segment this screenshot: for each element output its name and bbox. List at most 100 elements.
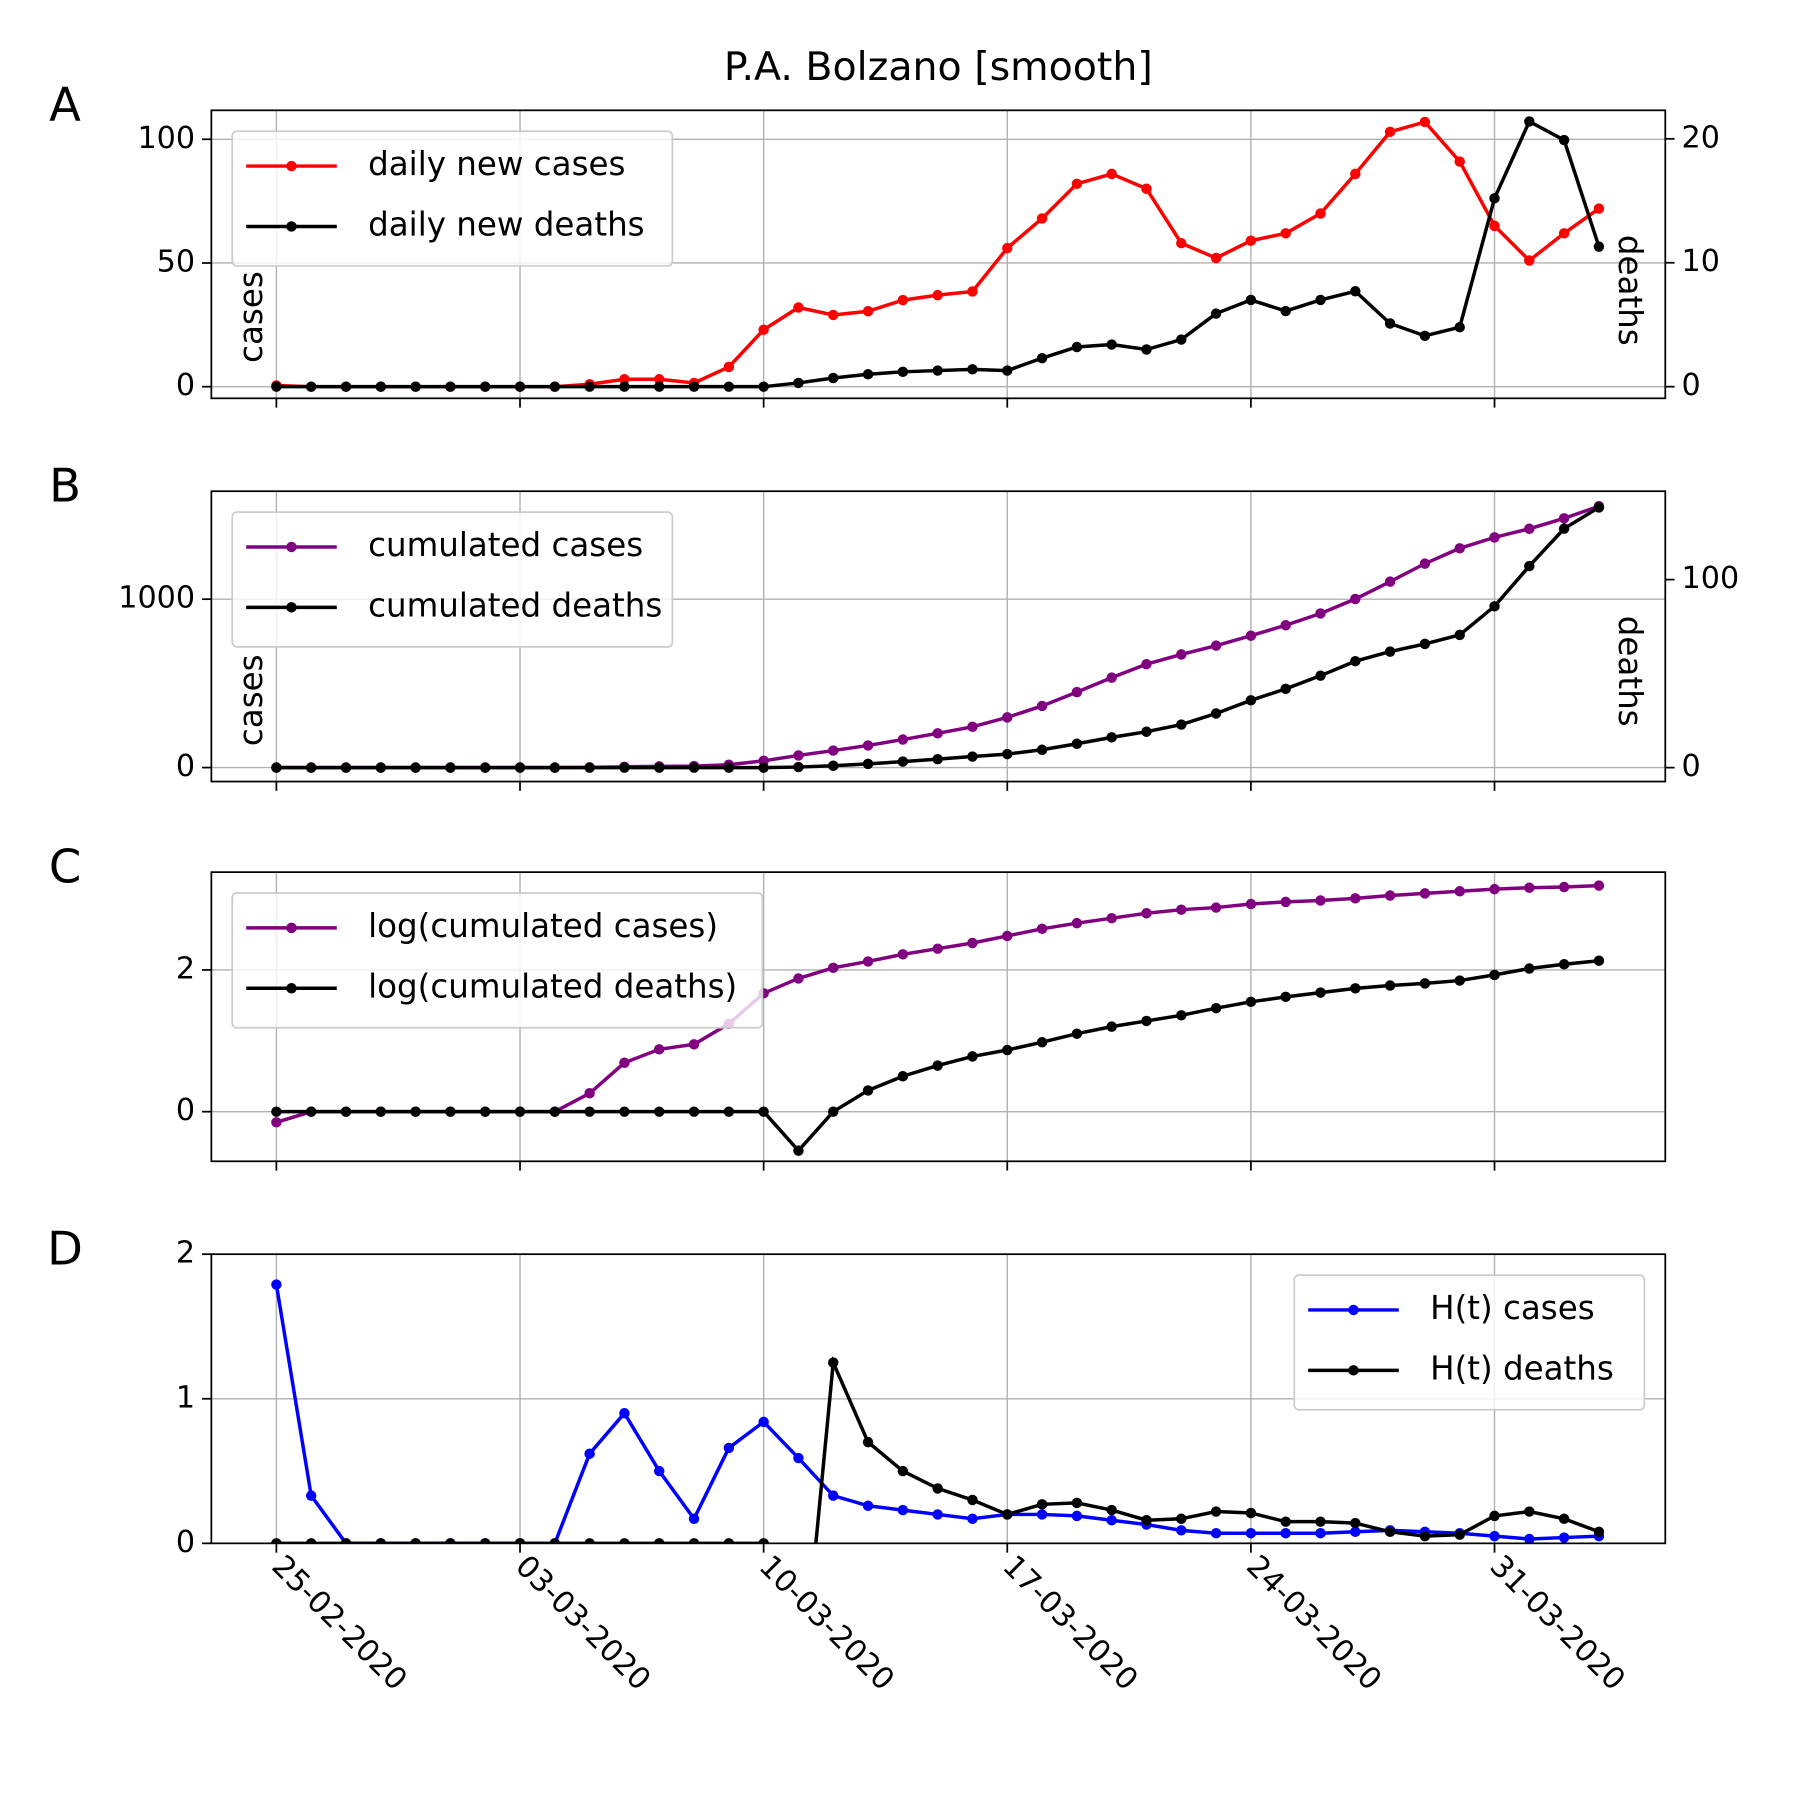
series-marker <box>1036 700 1048 712</box>
series-marker <box>932 365 943 376</box>
series-marker <box>1176 904 1187 915</box>
axes-frame <box>210 1253 1667 1545</box>
series-marker <box>1419 116 1431 128</box>
series-marker <box>1176 237 1187 249</box>
series-marker <box>514 1538 526 1544</box>
series-marker <box>1071 341 1083 353</box>
series-marker <box>654 1106 665 1117</box>
y2-tick-label: 0 <box>1682 749 1701 784</box>
series-marker <box>1524 523 1535 535</box>
series-marker <box>410 762 421 773</box>
series-marker <box>932 1060 943 1071</box>
series-marker <box>723 1442 735 1454</box>
series-marker <box>862 369 874 380</box>
series-marker <box>654 374 665 385</box>
series-marker <box>271 1117 282 1128</box>
series-marker <box>619 1057 630 1069</box>
series-marker <box>1384 318 1396 329</box>
series-marker <box>1489 193 1500 204</box>
series-marker <box>1350 893 1361 904</box>
series-marker <box>1106 732 1117 743</box>
series-marker <box>967 1494 978 1506</box>
series-marker <box>1558 1532 1570 1543</box>
series-marker <box>1384 576 1396 587</box>
series-marker <box>1245 294 1257 306</box>
series-marker <box>1524 882 1535 893</box>
series-marker <box>1280 305 1291 317</box>
series-marker <box>1141 658 1152 670</box>
series-marker <box>1593 1526 1605 1538</box>
series-marker <box>654 381 665 392</box>
series-marker <box>932 943 943 954</box>
series-marker <box>967 364 978 375</box>
series-marker <box>967 751 978 762</box>
series-marker <box>862 1500 874 1511</box>
series-marker <box>654 1538 665 1544</box>
series-marker <box>1524 963 1535 974</box>
series-marker <box>1141 1015 1152 1027</box>
y-tick-label: 1000 <box>118 581 195 616</box>
series-marker <box>1245 996 1257 1008</box>
legend-label: cumulated deaths <box>368 586 662 624</box>
series-marker <box>1245 898 1257 910</box>
y-tick-label: 100 <box>137 121 195 156</box>
series-marker <box>862 758 874 770</box>
series-marker <box>1210 252 1222 264</box>
series-marker <box>828 1357 839 1368</box>
series-marker <box>1106 1021 1117 1032</box>
legend-marker <box>286 922 297 934</box>
legend-box <box>231 130 674 267</box>
series-marker <box>793 1145 804 1156</box>
series-marker <box>1558 228 1570 239</box>
series-marker <box>862 956 874 967</box>
series-marker <box>1454 886 1465 897</box>
series-marker <box>897 1504 909 1516</box>
series-marker <box>688 762 700 773</box>
series-marker <box>1315 294 1326 306</box>
series-marker <box>1210 1506 1222 1517</box>
y-axis-label: cases <box>232 654 270 746</box>
series-marker <box>1593 880 1605 891</box>
y2-tick-label: 10 <box>1682 244 1720 279</box>
series-marker <box>862 1085 874 1096</box>
legend-marker <box>286 221 297 232</box>
plot-area <box>271 116 1605 392</box>
series-marker <box>1280 683 1291 695</box>
series-marker <box>1002 930 1013 942</box>
panel-label: A <box>49 78 81 132</box>
series-marker <box>410 1538 421 1544</box>
series-marker <box>410 381 421 392</box>
series-marker <box>1176 1525 1187 1536</box>
series-marker <box>932 1483 943 1494</box>
series-marker <box>1350 655 1361 667</box>
series-marker <box>1036 213 1048 224</box>
series-marker <box>619 374 630 385</box>
series-marker <box>897 734 909 745</box>
series-marker <box>1176 1010 1187 1021</box>
series-marker <box>619 1106 630 1117</box>
series-marker <box>1106 1504 1117 1516</box>
series-marker <box>271 762 282 773</box>
series-marker <box>1454 975 1465 986</box>
series-marker <box>445 381 456 392</box>
series-marker <box>758 1106 769 1117</box>
series-marker <box>1002 712 1013 723</box>
series-marker <box>1315 670 1326 681</box>
panel-label: C <box>49 839 81 893</box>
series-marker <box>828 309 839 321</box>
series-marker <box>1176 334 1187 345</box>
series-marker <box>723 1106 735 1117</box>
series-marker <box>340 381 352 392</box>
series-marker <box>1593 955 1605 966</box>
series-marker <box>1002 365 1013 376</box>
series-marker <box>1315 208 1326 219</box>
series-marker <box>1454 629 1465 641</box>
y-tick-label: 50 <box>157 244 195 279</box>
series-marker <box>828 1106 839 1117</box>
series-marker <box>549 1106 561 1117</box>
series-marker <box>479 1538 491 1544</box>
series-marker <box>1384 646 1396 657</box>
series-marker <box>1350 1517 1361 1529</box>
y-tick-label: 1 <box>176 1380 195 1415</box>
legend-box <box>231 511 674 648</box>
